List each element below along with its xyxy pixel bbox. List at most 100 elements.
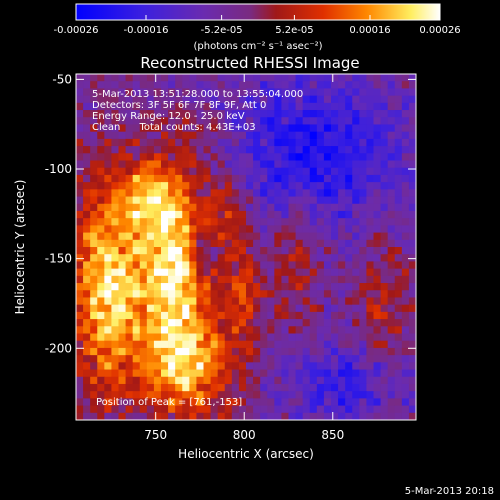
heatmap-cell xyxy=(210,398,219,406)
heatmap-cell xyxy=(83,81,91,89)
heatmap-cell xyxy=(394,203,403,212)
heatmap-cell xyxy=(104,124,112,133)
heatmap-cell xyxy=(203,311,211,320)
heatmap-cell xyxy=(380,340,389,349)
heatmap-cell xyxy=(323,391,332,399)
heatmap-cell xyxy=(161,189,169,197)
heatmap-cell xyxy=(302,95,311,104)
heatmap-cell xyxy=(175,412,183,421)
heatmap-cell xyxy=(316,376,325,385)
colorbar-units: (photons cm⁻² s⁻¹ asec⁻²) xyxy=(193,41,322,52)
heatmap-cell xyxy=(189,254,197,262)
heatmap-cell xyxy=(111,239,119,248)
heatmap-cell xyxy=(373,232,381,241)
heatmap-cell xyxy=(253,95,261,104)
heatmap-cell xyxy=(76,225,84,233)
heatmap-cell xyxy=(253,189,261,197)
heatmap-cell xyxy=(281,81,289,89)
heatmap-cell xyxy=(238,398,247,406)
heatmap-cell xyxy=(111,153,119,161)
heatmap-cell xyxy=(132,290,141,298)
heatmap-cell xyxy=(175,225,183,233)
heatmap-cell xyxy=(111,88,119,97)
heatmap-cell xyxy=(323,210,332,219)
heatmap-cell xyxy=(380,74,389,82)
heatmap-cell xyxy=(125,383,134,392)
heatmap-cell xyxy=(288,405,296,414)
heatmap-cell xyxy=(246,304,254,313)
heatmap-cell xyxy=(302,102,311,111)
heatmap-cell xyxy=(189,210,197,219)
heatmap-cell xyxy=(309,218,318,226)
heatmap-cell xyxy=(196,124,204,133)
heatmap-cell xyxy=(175,362,183,370)
heatmap-cell xyxy=(331,383,339,392)
heatmap-cell xyxy=(316,412,325,421)
heatmap-cell xyxy=(217,146,226,154)
heatmap-cell xyxy=(97,355,105,363)
colorbar-tick-label: 5.2e-05 xyxy=(275,25,313,36)
heatmap-cell xyxy=(238,340,247,349)
heatmap-cell xyxy=(295,232,304,241)
heatmap-cell xyxy=(401,268,410,277)
heatmap-cell xyxy=(316,340,325,349)
heatmap-cell xyxy=(132,340,141,349)
heatmap-cell xyxy=(76,261,84,270)
heatmap-cell xyxy=(76,239,84,248)
heatmap-cell xyxy=(323,275,332,284)
heatmap-cell xyxy=(118,95,126,104)
heatmap-cell xyxy=(338,355,346,363)
heatmap-cell xyxy=(104,261,112,270)
heatmap-cell xyxy=(210,167,219,176)
heatmap-cell xyxy=(253,218,261,226)
heatmap-cell xyxy=(260,196,268,205)
heatmap-cell xyxy=(302,225,311,233)
heatmap-cell xyxy=(125,304,134,313)
heatmap-cell xyxy=(189,95,197,104)
heatmap-cell xyxy=(345,319,353,327)
heatmap-cell xyxy=(401,376,410,385)
heatmap-cell xyxy=(359,225,367,233)
heatmap-cell xyxy=(352,355,360,363)
heatmap-cell xyxy=(408,110,417,118)
heatmap-cell xyxy=(238,376,247,385)
heatmap-cell xyxy=(238,110,247,118)
heatmap-cell xyxy=(260,254,268,262)
heatmap-cell xyxy=(210,275,219,284)
heatmap-cell xyxy=(238,412,247,421)
heatmap-cell xyxy=(281,333,289,342)
heatmap-cell xyxy=(366,88,374,97)
heatmap-cell xyxy=(168,326,176,334)
heatmap-cell xyxy=(97,297,105,306)
heatmap-cell xyxy=(97,347,105,356)
heatmap-cell xyxy=(76,340,84,349)
heatmap-cell xyxy=(90,110,98,118)
heatmap-cell xyxy=(83,283,91,291)
heatmap-cell xyxy=(373,74,381,82)
heatmap-cell xyxy=(168,182,176,190)
heatmap-cell xyxy=(331,283,339,291)
heatmap-cell xyxy=(288,383,296,392)
heatmap-cell xyxy=(316,275,325,284)
heatmap-cell xyxy=(132,225,141,233)
heatmap-cell xyxy=(217,88,226,97)
heatmap-cell xyxy=(104,138,112,147)
heatmap-cell xyxy=(288,355,296,363)
heatmap-cell xyxy=(267,124,275,133)
heatmap-cell xyxy=(210,88,219,97)
heatmap-cell xyxy=(274,391,282,399)
heatmap-cell xyxy=(189,225,197,233)
heatmap-cell xyxy=(408,412,417,421)
heatmap-cell xyxy=(401,362,410,370)
heatmap-cell xyxy=(132,174,141,183)
heatmap-cell xyxy=(359,210,367,219)
heatmap-cell xyxy=(111,232,119,241)
heatmap-cell xyxy=(175,247,183,255)
heatmap-cell xyxy=(323,225,332,233)
heatmap-cell xyxy=(125,283,134,291)
heatmap-cell xyxy=(295,254,304,262)
heatmap-cell xyxy=(288,218,296,226)
heatmap-cell xyxy=(132,405,141,414)
heatmap-cell xyxy=(175,95,183,104)
heatmap-cell xyxy=(267,81,275,89)
